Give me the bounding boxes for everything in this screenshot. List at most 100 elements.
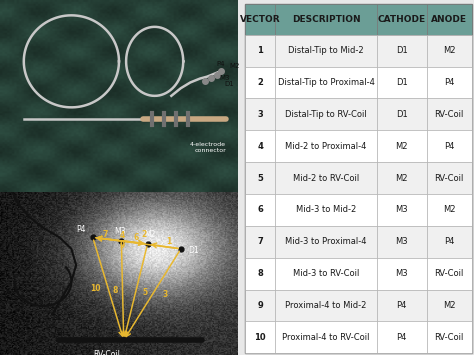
- Text: VECTOR: VECTOR: [240, 15, 280, 24]
- Text: Mid-2 to RV-Coil: Mid-2 to RV-Coil: [293, 174, 359, 182]
- Text: M3: M3: [395, 237, 408, 246]
- Text: 1: 1: [166, 237, 172, 246]
- FancyBboxPatch shape: [377, 162, 427, 194]
- FancyBboxPatch shape: [245, 4, 275, 35]
- Text: 3: 3: [257, 110, 263, 119]
- FancyBboxPatch shape: [377, 290, 427, 321]
- Text: Mid-3 to Proximal-4: Mid-3 to Proximal-4: [285, 237, 367, 246]
- FancyBboxPatch shape: [275, 35, 377, 67]
- Text: Mid-3 to Mid-2: Mid-3 to Mid-2: [296, 206, 356, 214]
- FancyBboxPatch shape: [427, 162, 472, 194]
- Text: M3: M3: [395, 206, 408, 214]
- Text: M2: M2: [395, 174, 408, 182]
- FancyBboxPatch shape: [245, 321, 275, 353]
- Text: DESCRIPTION: DESCRIPTION: [292, 15, 360, 24]
- FancyBboxPatch shape: [427, 67, 472, 98]
- Text: Proximal-4 to Mid-2: Proximal-4 to Mid-2: [285, 301, 367, 310]
- Text: 8: 8: [257, 269, 263, 278]
- Text: RV-Coil: RV-Coil: [435, 174, 464, 182]
- Text: M2: M2: [443, 301, 456, 310]
- FancyBboxPatch shape: [377, 4, 427, 35]
- Text: M2: M2: [229, 63, 239, 69]
- Text: 7: 7: [102, 230, 108, 239]
- Text: RV-Coil: RV-Coil: [435, 269, 464, 278]
- Text: Distal-Tip to RV-Coil: Distal-Tip to RV-Coil: [285, 110, 367, 119]
- Text: M2: M2: [144, 230, 155, 239]
- FancyBboxPatch shape: [275, 162, 377, 194]
- FancyBboxPatch shape: [245, 98, 275, 130]
- Text: 6: 6: [133, 233, 138, 242]
- Text: M3: M3: [114, 227, 126, 236]
- FancyBboxPatch shape: [245, 35, 275, 67]
- Text: 4-electrode
connector: 4-electrode connector: [190, 142, 226, 153]
- FancyBboxPatch shape: [427, 290, 472, 321]
- Text: M3: M3: [219, 75, 230, 81]
- Text: 2: 2: [141, 230, 146, 239]
- Text: 4: 4: [257, 142, 263, 151]
- Text: 4: 4: [120, 231, 125, 240]
- Text: P4: P4: [397, 333, 407, 342]
- FancyBboxPatch shape: [275, 98, 377, 130]
- Text: 9: 9: [257, 301, 263, 310]
- Text: 9: 9: [120, 241, 125, 250]
- Text: 5: 5: [143, 288, 148, 297]
- Text: P4: P4: [217, 61, 225, 67]
- FancyBboxPatch shape: [245, 162, 275, 194]
- FancyBboxPatch shape: [427, 258, 472, 290]
- FancyBboxPatch shape: [427, 226, 472, 258]
- FancyBboxPatch shape: [245, 258, 275, 290]
- Text: 10: 10: [254, 333, 266, 342]
- Text: Mid-2 to Proximal-4: Mid-2 to Proximal-4: [285, 142, 367, 151]
- Text: 6: 6: [257, 206, 263, 214]
- FancyBboxPatch shape: [275, 194, 377, 226]
- Text: D1: D1: [396, 78, 408, 87]
- FancyBboxPatch shape: [377, 321, 427, 353]
- Text: 3: 3: [163, 290, 168, 299]
- Text: CATHODE: CATHODE: [378, 15, 426, 24]
- Text: Mid-3 to RV-Coil: Mid-3 to RV-Coil: [293, 269, 359, 278]
- FancyBboxPatch shape: [427, 4, 472, 35]
- FancyBboxPatch shape: [427, 321, 472, 353]
- FancyBboxPatch shape: [245, 130, 275, 162]
- Text: Proximal-4 to RV-Coil: Proximal-4 to RV-Coil: [282, 333, 370, 342]
- Text: M2: M2: [443, 206, 456, 214]
- FancyBboxPatch shape: [377, 35, 427, 67]
- FancyBboxPatch shape: [275, 130, 377, 162]
- Text: ANODE: ANODE: [431, 15, 467, 24]
- FancyBboxPatch shape: [427, 194, 472, 226]
- Text: D1: D1: [225, 81, 235, 87]
- FancyBboxPatch shape: [377, 67, 427, 98]
- Text: 1: 1: [257, 46, 263, 55]
- Text: D1: D1: [396, 110, 408, 119]
- Text: RV-Coil: RV-Coil: [435, 333, 464, 342]
- Text: P4: P4: [444, 142, 454, 151]
- Text: RV-Coil: RV-Coil: [435, 110, 464, 119]
- Text: M2: M2: [443, 46, 456, 55]
- Text: P4: P4: [397, 301, 407, 310]
- FancyBboxPatch shape: [377, 226, 427, 258]
- FancyBboxPatch shape: [275, 258, 377, 290]
- FancyBboxPatch shape: [275, 321, 377, 353]
- FancyBboxPatch shape: [245, 226, 275, 258]
- FancyBboxPatch shape: [377, 194, 427, 226]
- FancyBboxPatch shape: [377, 258, 427, 290]
- FancyBboxPatch shape: [245, 194, 275, 226]
- FancyBboxPatch shape: [275, 290, 377, 321]
- Text: D1: D1: [188, 246, 199, 255]
- FancyBboxPatch shape: [275, 226, 377, 258]
- Text: 8: 8: [113, 286, 118, 295]
- Text: P4: P4: [444, 78, 454, 87]
- Text: 2: 2: [257, 78, 263, 87]
- Text: P4: P4: [444, 237, 454, 246]
- FancyBboxPatch shape: [377, 130, 427, 162]
- FancyBboxPatch shape: [245, 290, 275, 321]
- Text: RV-Coil: RV-Coil: [94, 350, 120, 355]
- FancyBboxPatch shape: [427, 98, 472, 130]
- Text: P4: P4: [76, 225, 86, 234]
- Text: 10: 10: [90, 284, 100, 293]
- Text: 5: 5: [257, 174, 263, 182]
- FancyBboxPatch shape: [427, 130, 472, 162]
- FancyBboxPatch shape: [275, 67, 377, 98]
- FancyBboxPatch shape: [245, 67, 275, 98]
- FancyBboxPatch shape: [275, 4, 377, 35]
